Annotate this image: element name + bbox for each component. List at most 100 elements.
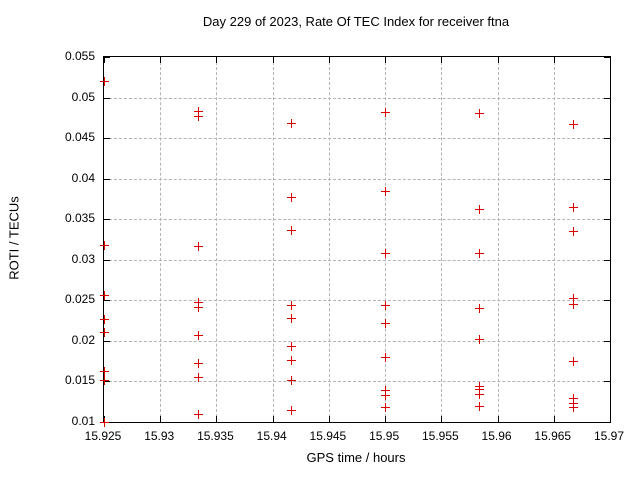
y-tick [104,259,110,261]
data-point [381,391,391,401]
data-point [193,409,203,419]
data-point [287,225,297,235]
y-tick [604,97,610,99]
y-tick [604,381,610,383]
data-point [193,358,203,368]
data-point [381,385,391,395]
data-point [381,353,391,363]
y-tick [104,300,110,302]
data-point [100,418,109,427]
data-point [100,327,109,337]
x-gridline [216,57,218,422]
data-point [474,304,484,314]
x-tick [441,57,443,63]
data-point [193,241,203,251]
x-gridline [328,57,330,422]
y-gridline [104,381,610,383]
x-tick-label: 15.93 [144,429,175,443]
y-gridline [104,219,610,221]
data-point [381,186,391,196]
y-tick [604,178,610,180]
y-axis-label: ROTI / TECUs [6,196,22,280]
x-tick [610,416,611,422]
data-point [568,299,578,309]
x-tick [497,416,499,422]
data-point [193,112,203,122]
y-gridline [104,178,610,180]
x-gridline [553,57,555,422]
data-point [568,357,578,367]
y-tick-label: 0.02 [71,332,95,347]
y-tick [104,97,110,99]
data-point [568,120,578,130]
y-tick-label: 0.05 [71,89,95,104]
y-tick-label: 0.055 [64,49,95,63]
y-tick [104,138,110,140]
data-point [100,314,109,324]
x-tick [160,57,162,63]
x-tick [216,57,218,63]
y-tick-label: 0.015 [64,373,95,388]
data-point [287,118,297,128]
x-tick-label: 15.965 [534,429,572,443]
x-gridline [160,57,162,422]
data-point [568,226,578,236]
data-point [100,366,109,376]
x-tick [216,416,218,422]
y-tick [604,300,610,302]
x-tick [553,416,555,422]
x-tick [553,57,555,63]
data-point [568,393,578,403]
data-point [568,203,578,213]
y-tick [604,340,610,342]
data-point [193,373,203,383]
x-tick [104,57,105,63]
y-gridline [104,138,610,140]
data-point [381,301,391,311]
data-point [100,375,109,385]
y-tick-label: 0.045 [64,130,95,145]
data-point [287,375,297,385]
data-point [381,319,391,329]
data-point [381,249,391,259]
data-point [474,389,484,399]
data-point [568,293,578,303]
y-tick-label: 0.03 [71,251,95,266]
data-point [287,192,297,202]
x-tick [441,416,443,422]
x-tick-label: 15.96 [481,429,512,443]
x-gridline [497,57,499,422]
data-point [287,405,297,415]
data-point [100,77,109,87]
y-tick [604,219,610,221]
data-point [287,301,297,311]
x-gridline [385,57,387,422]
x-tick [272,416,274,422]
y-gridline [104,97,610,99]
data-point [474,204,484,214]
data-point [287,356,297,366]
data-point [100,241,109,251]
y-tick [604,138,610,140]
data-point [193,302,203,312]
data-point [474,335,484,345]
x-tick-label: 15.95 [369,429,400,443]
x-gridline [441,57,443,422]
y-gridline [104,340,610,342]
x-tick [328,416,330,422]
x-tick [272,57,274,63]
x-tick-label: 15.925 [84,429,122,443]
x-tick [385,416,387,422]
x-tick [497,57,499,63]
data-point [193,297,203,307]
data-point [474,401,484,411]
x-tick [328,57,330,63]
x-tick-label: 15.97 [593,429,625,443]
y-tick [104,178,110,180]
y-tick [604,422,610,423]
y-tick-label: 0.01 [71,414,95,428]
y-tick [104,340,110,342]
y-tick [104,381,110,383]
data-point [193,106,203,116]
data-point [381,108,391,118]
